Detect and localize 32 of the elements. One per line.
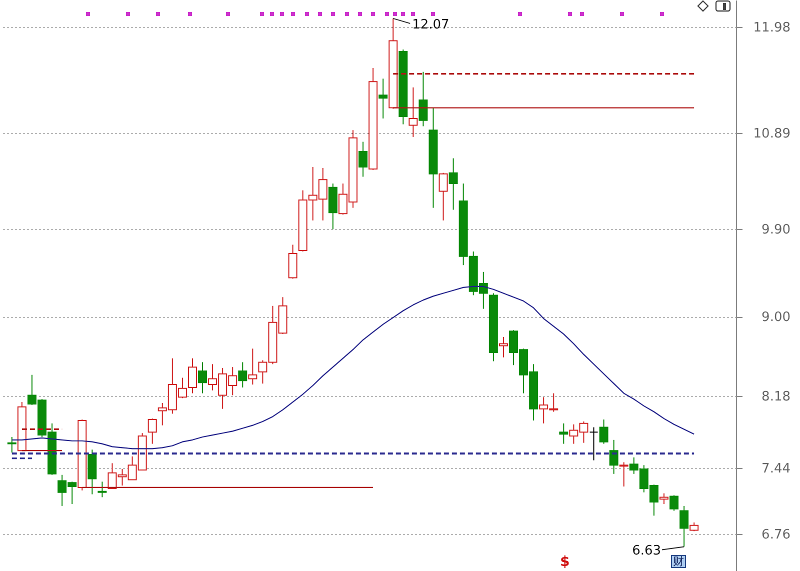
candlestick (680, 505, 689, 548)
candlestick (418, 71, 428, 127)
candlestick (619, 462, 628, 488)
candlestick (98, 481, 107, 498)
candlestick (559, 422, 568, 444)
y-tick-label: 6.76 (762, 528, 790, 543)
candlestick (670, 494, 679, 512)
candlestick (7, 436, 16, 454)
y-tick-label: 11.98 (753, 20, 790, 36)
candlestick (609, 439, 618, 474)
candlestick (408, 86, 418, 138)
annotation: 12.07 (412, 17, 450, 32)
candlestick (238, 362, 248, 388)
candlestick (198, 362, 208, 394)
y-tick-label: 8.18 (762, 390, 790, 405)
candlestick (148, 418, 157, 444)
annotation: 6.63 (632, 544, 662, 559)
annotation: $ (560, 554, 570, 570)
y-tick-label: 9.90 (762, 222, 790, 238)
candlestick (358, 141, 368, 178)
candlestick (589, 426, 598, 461)
candlestick (378, 78, 388, 119)
candlestick (659, 492, 668, 504)
candlestick (448, 158, 458, 210)
y-tick-label: 10.89 (753, 126, 790, 142)
y-tick-label: 9.00 (762, 310, 790, 326)
y-tick-label: 7.44 (762, 462, 790, 477)
annotation: 财 (671, 555, 686, 568)
candlestick (188, 358, 197, 394)
candlestick (248, 348, 258, 386)
candlestick (438, 172, 448, 221)
candlestick (599, 419, 608, 444)
